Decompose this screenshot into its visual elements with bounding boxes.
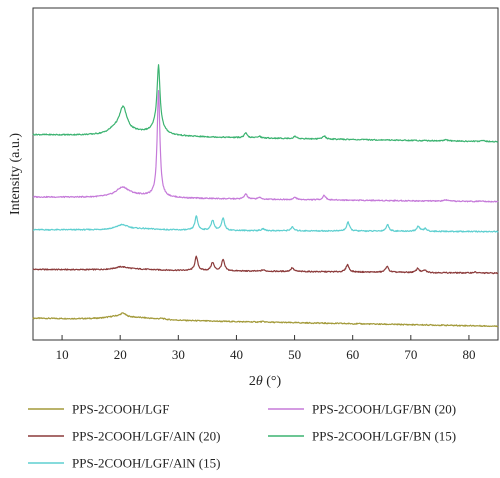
x-tick-label-20: 20 (114, 347, 127, 362)
x-tick-label-80: 80 (462, 347, 475, 362)
legend-label-pps-2cooh-lgf-bn-20: PPS-2COOH/LGF/BN (20) (312, 402, 456, 417)
legend-label-pps-2cooh-lgf-bn-15: PPS-2COOH/LGF/BN (15) (312, 429, 456, 444)
legend-label-pps-2cooh-lgf: PPS-2COOH/LGF (72, 402, 170, 417)
legend-label-pps-2cooh-lgf-aln-20: PPS-2COOH/LGF/AlN (20) (72, 429, 220, 444)
x-tick-label-70: 70 (404, 347, 417, 362)
x-tick-label-30: 30 (172, 347, 185, 362)
x-tick-label-50: 50 (288, 347, 301, 362)
y-axis-title: Intensity (a.u.) (8, 133, 23, 215)
x-axis-ticks: 10 20 30 40 50 60 70 80 (56, 335, 475, 362)
series-line-pps-2cooh-lgf-aln-20 (32, 255, 499, 275)
x-tick-label-10: 10 (56, 347, 69, 362)
series-line-pps-2cooh-lgf-aln-15 (32, 215, 499, 233)
x-axis-title-suffix: (°) (263, 374, 282, 389)
x-axis-title-prefix: 2 (249, 374, 256, 389)
x-tick-label-40: 40 (230, 347, 243, 362)
plot-frame (32, 7, 499, 341)
series-layer (32, 64, 499, 328)
plot-area: 10 20 30 40 50 60 70 80 (32, 7, 499, 362)
series-line-pps-2cooh-lgf-bn-15 (32, 64, 499, 143)
series-line-pps-2cooh-lgf-bn-20 (32, 89, 499, 203)
x-axis-title: 2θ (°) (249, 374, 282, 389)
legend: PPS-2COOH/LGF PPS-2COOH/LGF/AlN (20) PPS-2… (28, 402, 456, 471)
x-tick-label-60: 60 (346, 347, 359, 362)
x-axis-title-theta: θ (256, 374, 263, 389)
legend-label-pps-2cooh-lgf-aln-15: PPS-2COOH/LGF/AlN (15) (72, 456, 220, 471)
series-line-pps-2cooh-lgf (32, 312, 499, 328)
